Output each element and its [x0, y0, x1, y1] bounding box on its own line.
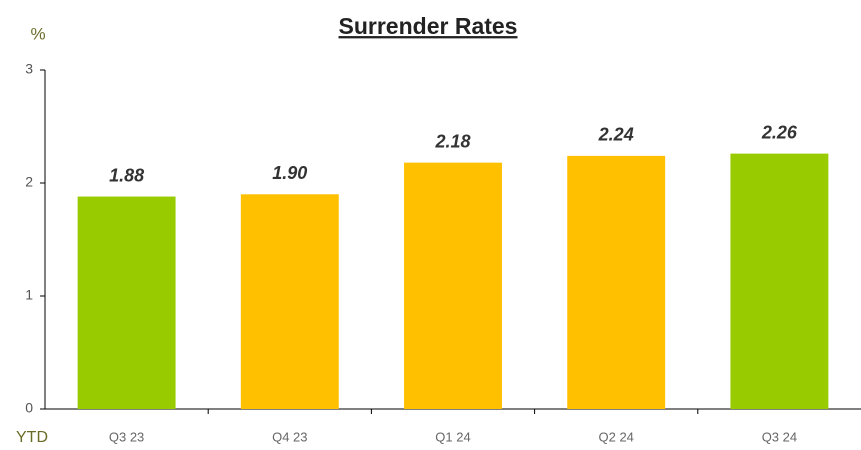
- bar: [77, 196, 176, 409]
- y-tick-label: 3: [25, 61, 33, 77]
- value-label: 1.88: [109, 165, 144, 185]
- x-tick-label: Q4 23: [272, 429, 307, 444]
- bar: [730, 153, 829, 409]
- value-label: 2.24: [598, 125, 634, 145]
- x-tick-label: Q2 24: [598, 429, 633, 444]
- bar: [567, 155, 666, 409]
- y-tick-label: 1: [25, 287, 33, 303]
- y-tick-label: 0: [25, 400, 33, 416]
- bar: [404, 162, 502, 409]
- unit-label: %: [30, 24, 45, 43]
- value-label: 1.90: [272, 163, 307, 183]
- bar: [240, 194, 339, 409]
- value-label: 2.18: [434, 131, 470, 151]
- value-label: 2.26: [761, 122, 798, 142]
- x-axis-note: YTD: [16, 429, 48, 446]
- x-tick-label: Q1 24: [435, 429, 470, 444]
- chart-title: Surrender Rates: [339, 13, 518, 39]
- x-tick-label: Q3 23: [109, 429, 144, 444]
- x-tick-label: Q3 24: [762, 429, 797, 444]
- y-tick-label: 2: [25, 174, 33, 190]
